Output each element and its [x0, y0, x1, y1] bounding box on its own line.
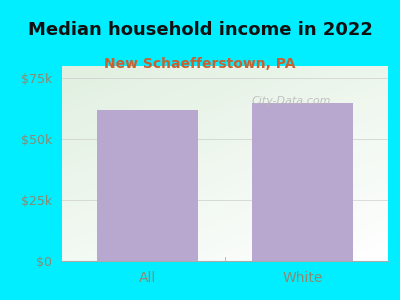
Text: City-Data.com: City-Data.com	[251, 96, 330, 106]
Text: New Schaefferstown, PA: New Schaefferstown, PA	[104, 57, 296, 71]
Bar	[252, 103, 353, 261]
Bar	[97, 110, 198, 261]
Text: Median household income in 2022: Median household income in 2022	[28, 21, 372, 39]
